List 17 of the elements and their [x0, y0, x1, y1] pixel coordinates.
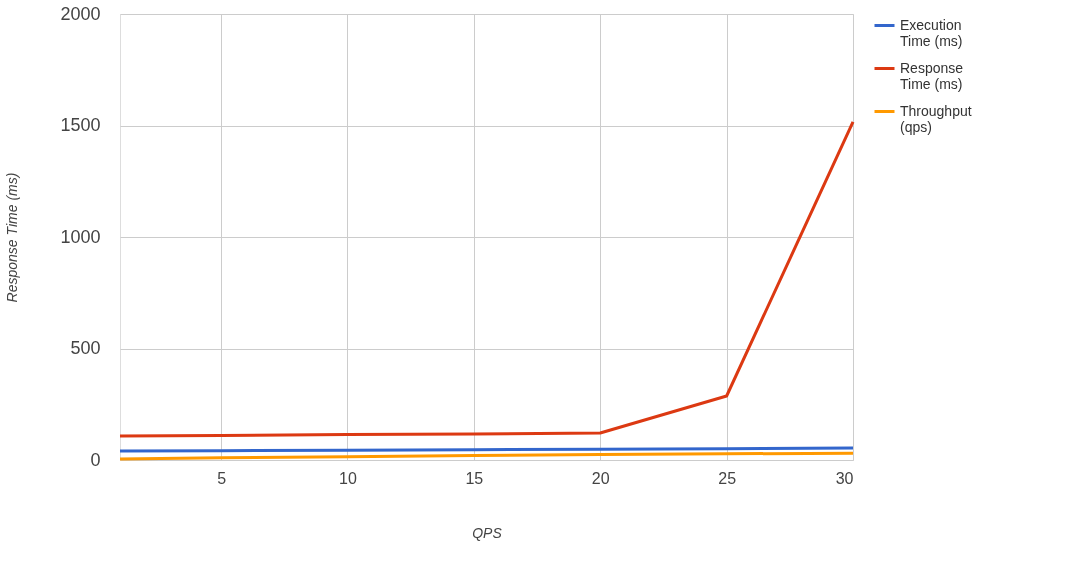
x-tick-label: 30	[835, 469, 854, 487]
x-axis-title: QPS	[472, 524, 503, 541]
x-tick-label: 15	[465, 469, 484, 487]
y-tick-label: 1500	[60, 115, 101, 135]
line-series	[118, 120, 855, 438]
y-axis-title: Response Time (ms)	[4, 172, 21, 303]
x-tick-label: 5	[217, 469, 227, 487]
x-tick-label: 25	[718, 469, 737, 487]
legend-label: Throughput (qps)	[900, 102, 972, 135]
y-tick-label: 500	[70, 338, 101, 358]
x-tick-label: 10	[339, 469, 357, 487]
x-tick-label: 20	[591, 469, 610, 487]
legend-label: Response Time (ms)	[900, 59, 964, 92]
y-tick-label: 1000	[60, 226, 101, 247]
y-tick-label: 0	[90, 449, 101, 470]
y-tick-label: 2000	[60, 3, 101, 24]
legend-label: Execution Time (ms)	[900, 16, 963, 49]
